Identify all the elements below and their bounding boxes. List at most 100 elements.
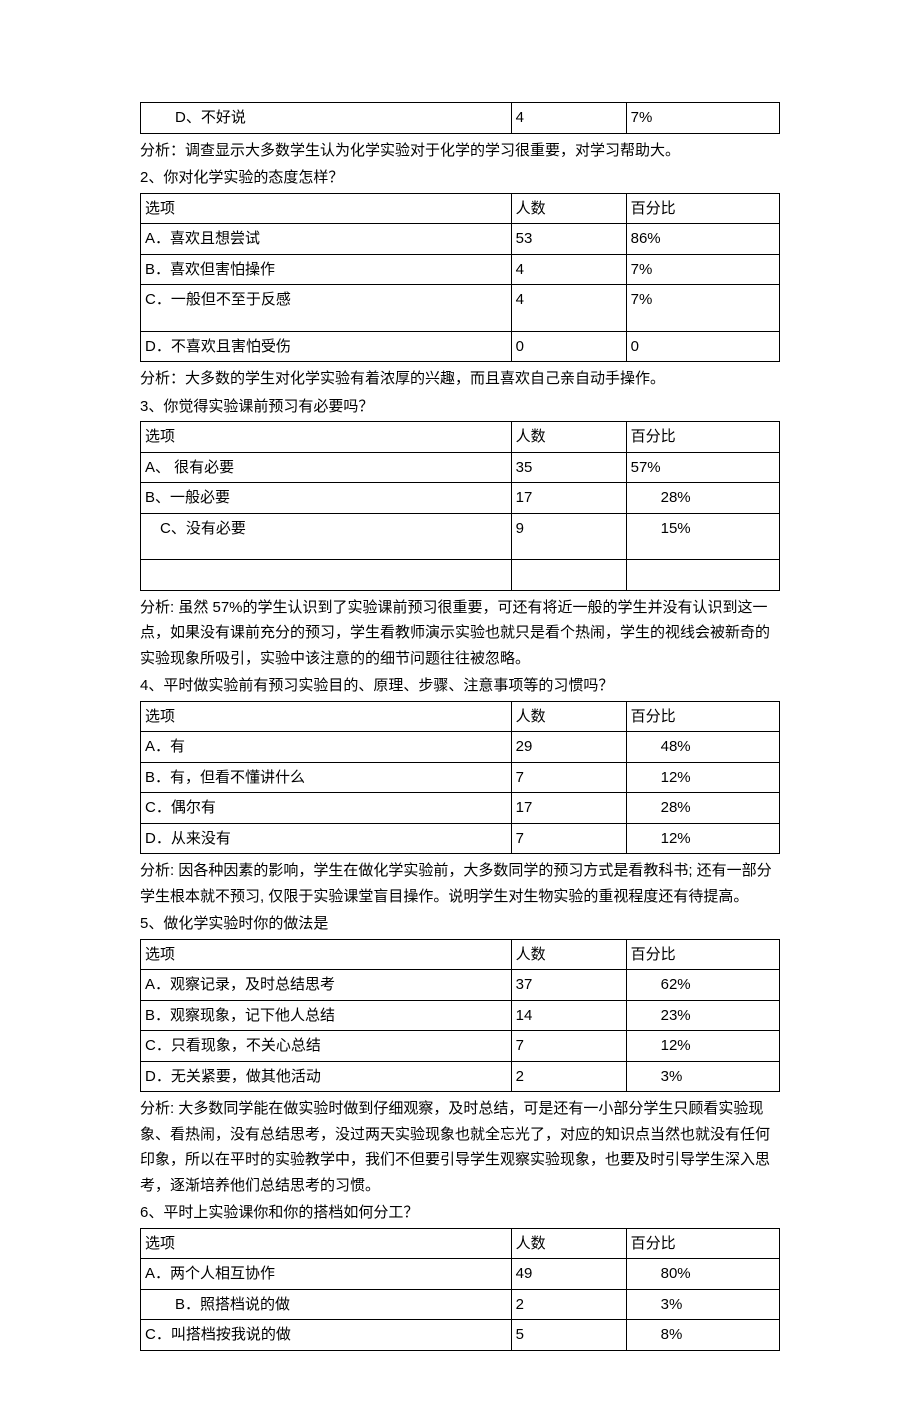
table-header-row: 选项 人数 百分比	[141, 1228, 780, 1259]
header-percent: 百分比	[626, 422, 779, 453]
cell-percent: 3%	[626, 1289, 779, 1320]
header-count: 人数	[511, 422, 626, 453]
table-row: C．偶尔有17 28%	[141, 793, 780, 824]
cell-count: 2	[511, 1289, 626, 1320]
cell-count	[511, 560, 626, 591]
table-row: C．只看现象，不关心总结7 12%	[141, 1031, 780, 1062]
table-row: C．叫搭档按我说的做5 8%	[141, 1320, 780, 1351]
cell-option: D、不好说	[141, 103, 512, 134]
cell-option: B、一般必要	[141, 483, 512, 514]
cell-percent: 7%	[626, 103, 779, 134]
cell-option: A、 很有必要	[141, 452, 512, 483]
table-row: C．一般但不至于反感47%	[141, 285, 780, 332]
table-row: C、没有必要9 15%	[141, 513, 780, 560]
header-percent: 百分比	[626, 193, 779, 224]
cell-percent: 3%	[626, 1061, 779, 1092]
table-row: B．喜欢但害怕操作47%	[141, 254, 780, 285]
cell-count: 7	[511, 762, 626, 793]
cell-option: A．有	[141, 732, 512, 763]
cell-count: 0	[511, 331, 626, 362]
cell-percent: 15%	[626, 513, 779, 560]
table-row: A．喜欢且想尝试5386%	[141, 224, 780, 255]
header-option: 选项	[141, 1228, 512, 1259]
cell-count: 4	[511, 254, 626, 285]
cell-count: 53	[511, 224, 626, 255]
cell-count: 49	[511, 1259, 626, 1290]
cell-count: 7	[511, 1031, 626, 1062]
header-option: 选项	[141, 193, 512, 224]
table-row: B．有，但看不懂讲什么7 12%	[141, 762, 780, 793]
table-row: A．两个人相互协作49 80%	[141, 1259, 780, 1290]
cell-count: 29	[511, 732, 626, 763]
cell-percent	[626, 560, 779, 591]
table-row: A．有29 48%	[141, 732, 780, 763]
cell-count: 17	[511, 793, 626, 824]
analysis-text: 分析: 虽然 57%的学生认识到了实验课前预习很重要，可还有将近一般的学生并没有…	[140, 595, 780, 672]
cell-percent: 80%	[626, 1259, 779, 1290]
cell-count: 5	[511, 1320, 626, 1351]
table-row: A．观察记录，及时总结思考37 62%	[141, 970, 780, 1001]
cell-option: D．无关紧要，做其他活动	[141, 1061, 512, 1092]
cell-count: 9	[511, 513, 626, 560]
table-header-row: 选项 人数 百分比	[141, 939, 780, 970]
cell-option	[141, 560, 512, 591]
cell-percent: 23%	[626, 1000, 779, 1031]
question-heading: 6、平时上实验课你和你的搭档如何分工？	[140, 1200, 780, 1226]
header-percent: 百分比	[626, 701, 779, 732]
table-header-row: 选项 人数 百分比	[141, 422, 780, 453]
cell-option: A．观察记录，及时总结思考	[141, 970, 512, 1001]
cell-count: 17	[511, 483, 626, 514]
cell-option: B．喜欢但害怕操作	[141, 254, 512, 285]
cell-percent: 86%	[626, 224, 779, 255]
cell-option: A．两个人相互协作	[141, 1259, 512, 1290]
table-header-row: 选项 人数 百分比	[141, 701, 780, 732]
header-option: 选项	[141, 939, 512, 970]
analysis-text: 分析：大多数的学生对化学实验有着浓厚的兴趣，而且喜欢自己亲自动手操作。	[140, 366, 780, 392]
cell-count: 4	[511, 103, 626, 134]
cell-percent: 57%	[626, 452, 779, 483]
table-row: B、一般必要17 28%	[141, 483, 780, 514]
cell-count: 4	[511, 285, 626, 332]
cell-option: C．一般但不至于反感	[141, 285, 512, 332]
cell-count: 14	[511, 1000, 626, 1031]
analysis-text: 分析: 因各种因素的影响，学生在做化学实验前，大多数同学的预习方式是看教科书; …	[140, 858, 780, 909]
cell-percent: 7%	[626, 285, 779, 332]
cell-count: 37	[511, 970, 626, 1001]
table-row: B．照搭档说的做2 3%	[141, 1289, 780, 1320]
table-q6: 选项 人数 百分比 A．两个人相互协作49 80% B．照搭档说的做2 3% C…	[140, 1228, 780, 1351]
cell-option: C、没有必要	[141, 513, 512, 560]
cell-percent: 8%	[626, 1320, 779, 1351]
table-q2: 选项 人数 百分比 A．喜欢且想尝试5386% B．喜欢但害怕操作47% C．一…	[140, 193, 780, 363]
table-row: D、不好说 4 7%	[141, 103, 780, 134]
cell-count: 7	[511, 823, 626, 854]
table-q0-partial: D、不好说 4 7%	[140, 102, 780, 134]
table-q4: 选项 人数 百分比 A．有29 48% B．有，但看不懂讲什么7 12% C．偶…	[140, 701, 780, 855]
cell-option: D．不喜欢且害怕受伤	[141, 331, 512, 362]
cell-option: B．有，但看不懂讲什么	[141, 762, 512, 793]
cell-option: B．观察现象，记下他人总结	[141, 1000, 512, 1031]
header-count: 人数	[511, 1228, 626, 1259]
question-heading: 2、你对化学实验的态度怎样？	[140, 165, 780, 191]
header-option: 选项	[141, 422, 512, 453]
header-count: 人数	[511, 939, 626, 970]
cell-option: C．叫搭档按我说的做	[141, 1320, 512, 1351]
cell-option: B．照搭档说的做	[141, 1289, 512, 1320]
cell-percent: 12%	[626, 823, 779, 854]
analysis-text: 分析: 大多数同学能在做实验时做到仔细观察，及时总结，可是还有一小部分学生只顾看…	[140, 1096, 780, 1198]
question-heading: 4、平时做实验前有预习实验目的、原理、步骤、注意事项等的习惯吗？	[140, 673, 780, 699]
table-row: D．不喜欢且害怕受伤00	[141, 331, 780, 362]
cell-percent: 7%	[626, 254, 779, 285]
analysis-text: 分析：调查显示大多数学生认为化学实验对于化学的学习很重要，对学习帮助大。	[140, 138, 780, 164]
table-row	[141, 560, 780, 591]
cell-count: 2	[511, 1061, 626, 1092]
table-row: D．从来没有7 12%	[141, 823, 780, 854]
cell-percent: 48%	[626, 732, 779, 763]
cell-percent: 62%	[626, 970, 779, 1001]
question-heading: 5、做化学实验时你的做法是	[140, 911, 780, 937]
cell-percent: 12%	[626, 762, 779, 793]
cell-option: C．只看现象，不关心总结	[141, 1031, 512, 1062]
cell-percent: 28%	[626, 483, 779, 514]
cell-option: C．偶尔有	[141, 793, 512, 824]
table-q3: 选项 人数 百分比 A、 很有必要3557% B、一般必要17 28% C、没有…	[140, 421, 780, 591]
table-header-row: 选项 人数 百分比	[141, 193, 780, 224]
